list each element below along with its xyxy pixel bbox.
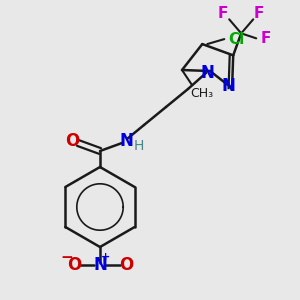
Text: O: O	[65, 132, 79, 150]
Text: H: H	[134, 139, 144, 153]
Text: N: N	[221, 77, 235, 95]
Text: F: F	[254, 6, 264, 21]
Text: N: N	[119, 132, 133, 150]
Text: N: N	[200, 64, 214, 82]
Text: CH₃: CH₃	[190, 86, 214, 100]
Text: Cl: Cl	[228, 32, 244, 46]
Text: F: F	[261, 31, 272, 46]
Text: F: F	[218, 6, 228, 21]
Text: +: +	[100, 252, 109, 262]
Text: −: −	[61, 250, 74, 265]
Text: O: O	[67, 256, 81, 274]
Text: O: O	[119, 256, 133, 274]
Text: N: N	[93, 256, 107, 274]
